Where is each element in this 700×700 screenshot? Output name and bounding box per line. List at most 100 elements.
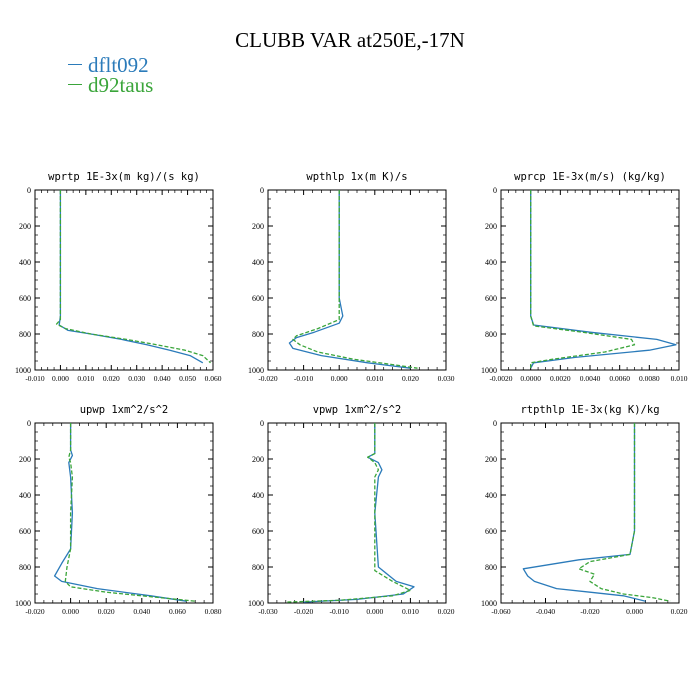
panel-2-xtick-label-2: 0.0020 <box>550 374 571 383</box>
panel-1-xtick-label-4: 0.020 <box>402 374 419 383</box>
panel-2-xtick-label-3: 0.0040 <box>580 374 601 383</box>
panel-2-xtick-label-4: 0.0060 <box>609 374 630 383</box>
panel-3-ytick-label-3: 600 <box>19 527 31 536</box>
panel-0-xtick-label-5: 0.040 <box>154 374 171 383</box>
panel-2-ytick-label-5: 1000 <box>481 366 497 375</box>
panel-0-xtick-label-2: 0.010 <box>77 374 94 383</box>
panel-2-title: wprcp 1E-3x(m/s) (kg/kg) <box>514 171 666 183</box>
panel-1-title: wpthlp 1x(m K)/s <box>306 171 407 183</box>
panel-0-xtick-label-0: -0.010 <box>25 374 45 383</box>
legend-swatch-1 <box>68 83 82 85</box>
panel-5-ytick-label-0: 0 <box>493 419 497 428</box>
panel-4-series-dflt092 <box>303 423 415 603</box>
panel-0-ytick-label-4: 800 <box>19 330 31 339</box>
panel-5-ytick-label-3: 600 <box>485 527 497 536</box>
panel-0-series-dflt092 <box>58 190 204 364</box>
panel-3-ytick-label-0: 0 <box>27 419 31 428</box>
panel-2-ytick-label-1: 200 <box>485 222 497 231</box>
panel-2-xtick-label-0: -0.0020 <box>489 374 512 383</box>
panel-2-series-d92taus <box>530 190 636 369</box>
legend-item-0: dflt092 <box>68 53 149 78</box>
panel-0-xtick-label-7: 0.060 <box>205 374 222 383</box>
panel-5-series-dflt092 <box>522 423 646 602</box>
panel-3-xtick-label-1: 0.000 <box>62 607 79 616</box>
panel-0-ytick-label-0: 0 <box>27 186 31 195</box>
panel-3-title: upwp 1xm^2/s^2 <box>80 404 169 416</box>
legend-swatch-0 <box>68 63 82 65</box>
panel-2-xtick-label-6: 0.010 <box>671 374 688 383</box>
panel-4-xtick-label-3: 0.000 <box>366 607 383 616</box>
panel-3-frame <box>34 422 214 604</box>
panel-2-ytick-label-2: 400 <box>485 258 497 267</box>
panel-3-xtick-label-2: 0.020 <box>98 607 115 616</box>
panel-1-ytick-label-5: 1000 <box>248 366 264 375</box>
panel-4-title: vpwp 1xm^2/s^2 <box>313 404 402 416</box>
panel-4-frame <box>267 422 447 604</box>
panel-1-xtick-label-1: -0.010 <box>294 374 314 383</box>
panel-4-xtick-label-2: -0.010 <box>330 607 350 616</box>
panel-2-ytick-label-3: 600 <box>485 294 497 303</box>
panel-4-xtick-label-4: 0.010 <box>402 607 419 616</box>
figure-title: CLUBB VAR at250E,-17N <box>235 28 465 52</box>
panel-1-xtick-label-3: 0.010 <box>366 374 383 383</box>
panel-1-xtick-label-0: -0.020 <box>258 374 278 383</box>
panel-1-ytick-label-0: 0 <box>260 186 264 195</box>
legend-label-1: d92taus <box>88 73 154 97</box>
panel-2-frame <box>500 189 680 371</box>
legend-item-1: d92taus <box>68 73 153 98</box>
panel-4-xtick-label-5: 0.020 <box>438 607 455 616</box>
panel-1-frame <box>267 189 447 371</box>
panel-3-xtick-label-3: 0.040 <box>133 607 150 616</box>
panel-0-frame <box>34 189 214 371</box>
panel-5-title: rtpthlp 1E-3x(kg K)/kg <box>520 404 659 416</box>
panel-2-series-dflt092 <box>530 190 677 369</box>
panel-4-ytick-label-3: 600 <box>252 527 264 536</box>
panel-0-xtick-label-1: 0.000 <box>52 374 69 383</box>
panel-2-ytick-label-4: 800 <box>485 330 497 339</box>
panel-0-xtick-label-4: 0.030 <box>128 374 145 383</box>
panel-0-ytick-label-2: 400 <box>19 258 31 267</box>
panel-0-ytick-label-5: 1000 <box>15 366 31 375</box>
legend-label-0: dflt092 <box>88 53 149 77</box>
panel-1-xtick-label-5: 0.030 <box>438 374 455 383</box>
panel-5-series-d92taus <box>578 423 671 602</box>
panel-3-series-d92taus <box>64 423 196 602</box>
panel-1-ytick-label-3: 600 <box>252 294 264 303</box>
panel-3-ytick-label-2: 400 <box>19 491 31 500</box>
panel-2-xtick-label-1: 0.0000 <box>520 374 541 383</box>
panel-5-xtick-label-1: -0.040 <box>536 607 556 616</box>
panel-0-title: wprtp 1E-3x(m kg)/(s kg) <box>48 171 200 183</box>
panel-5-xtick-label-4: 0.020 <box>671 607 688 616</box>
panel-2-xtick-label-5: 0.0080 <box>639 374 660 383</box>
panel-4-ytick-label-2: 400 <box>252 491 264 500</box>
panel-5-xtick-label-3: 0.000 <box>626 607 643 616</box>
panel-5-ytick-label-1: 200 <box>485 455 497 464</box>
panel-0-ytick-label-3: 600 <box>19 294 31 303</box>
panel-3-xtick-label-0: -0.020 <box>25 607 45 616</box>
panel-4-series-d92taus <box>285 423 412 603</box>
panel-1-ytick-label-4: 800 <box>252 330 264 339</box>
panel-4-xtick-label-0: -0.030 <box>258 607 278 616</box>
panel-1-ytick-label-1: 200 <box>252 222 264 231</box>
panel-5-xtick-label-2: -0.020 <box>580 607 600 616</box>
panel-4-xtick-label-1: -0.020 <box>294 607 314 616</box>
panel-1-ytick-label-2: 400 <box>252 258 264 267</box>
panel-5-ytick-label-4: 800 <box>485 563 497 572</box>
panel-3-ytick-label-4: 800 <box>19 563 31 572</box>
panel-0-ytick-label-1: 200 <box>19 222 31 231</box>
panel-0-series-d92taus <box>55 190 211 364</box>
panel-4-ytick-label-5: 1000 <box>248 599 264 608</box>
panel-5-xtick-label-0: -0.060 <box>491 607 511 616</box>
panel-1-xtick-label-2: 0.000 <box>331 374 348 383</box>
panel-3-ytick-label-5: 1000 <box>15 599 31 608</box>
panel-5-ytick-label-2: 400 <box>485 491 497 500</box>
panel-3-xtick-label-4: 0.060 <box>169 607 186 616</box>
panel-4-ytick-label-0: 0 <box>260 419 264 428</box>
panel-3-ytick-label-1: 200 <box>19 455 31 464</box>
panel-3-series-dflt092 <box>53 423 187 602</box>
panel-5-ytick-label-5: 1000 <box>481 599 497 608</box>
panel-3-xtick-label-5: 0.080 <box>205 607 222 616</box>
panel-4-ytick-label-1: 200 <box>252 455 264 464</box>
panel-1-series-dflt092 <box>288 190 411 369</box>
